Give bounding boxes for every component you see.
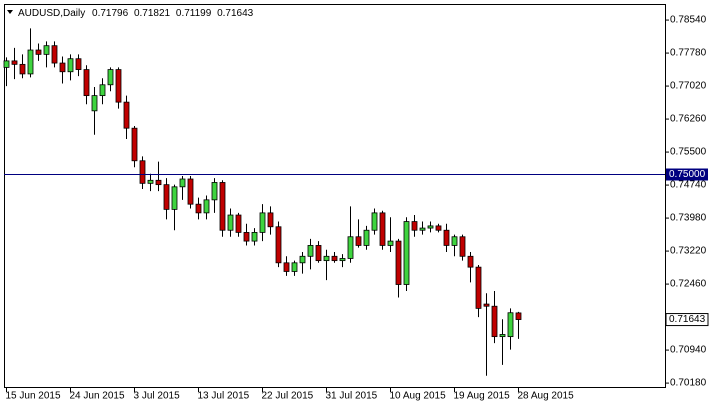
candle-body <box>107 69 114 86</box>
candle-body <box>387 240 394 246</box>
level-label: 0.75000 <box>669 169 706 180</box>
candle-body <box>123 101 130 129</box>
candle-body <box>435 225 442 231</box>
candle-body <box>35 49 42 55</box>
price-label: 0.71643 <box>669 314 706 325</box>
candle-body <box>403 221 410 285</box>
candle-body <box>187 178 194 205</box>
x-tick-label: 28 Aug 2015 <box>518 391 575 402</box>
candle-body <box>315 245 322 262</box>
candle-body <box>115 69 122 103</box>
x-tick-label: 24 Jun 2015 <box>70 391 125 402</box>
candle-body <box>3 60 10 68</box>
candle-body <box>467 255 474 268</box>
candle-body <box>371 212 378 231</box>
candle-body <box>83 69 90 97</box>
header-close: 0.71643 <box>217 8 254 19</box>
candle-body <box>227 214 234 231</box>
candle-body <box>219 182 226 231</box>
x-tick-label: 13 Jul 2015 <box>198 391 250 402</box>
x-tick-label: 22 Jul 2015 <box>262 391 314 402</box>
candle-body <box>323 255 330 262</box>
candle-body <box>267 212 274 228</box>
y-tick-label: 0.77780 <box>670 48 707 59</box>
candle-body <box>75 58 82 70</box>
candle-body <box>355 236 362 246</box>
candle-body <box>259 212 266 233</box>
candle-body <box>507 312 514 338</box>
chart-header: AUDUSD,Daily 0.71796 0.71821 0.71199 0.7… <box>18 8 254 19</box>
candle-body <box>419 227 426 231</box>
y-tick-label: 0.70180 <box>670 378 707 389</box>
candle-body <box>99 84 106 97</box>
candle-body <box>67 58 74 73</box>
candle-body <box>59 62 66 73</box>
candle-body <box>155 179 162 186</box>
x-tick-label: 10 Aug 2015 <box>390 391 447 402</box>
candle-body <box>195 203 202 214</box>
candle-body <box>307 245 314 257</box>
y-tick-label: 0.78540 <box>670 15 707 26</box>
symbol: AUDUSD,Daily <box>18 8 85 19</box>
candle-body <box>411 221 418 231</box>
y-tick-label: 0.73980 <box>670 213 707 224</box>
level-label-box <box>666 168 708 181</box>
header-high: 0.71821 <box>134 8 171 19</box>
candle-body <box>235 214 242 233</box>
candle-body <box>331 255 338 262</box>
candle-body <box>339 258 346 262</box>
header-icon <box>7 10 13 14</box>
y-tick-label: 0.75500 <box>670 147 707 158</box>
y-tick-label: 0.76260 <box>670 114 707 125</box>
candle-body <box>347 236 354 259</box>
candle-body <box>211 182 218 201</box>
candle-body <box>19 63 26 75</box>
candle-body <box>379 212 386 246</box>
y-tick-label: 0.73220 <box>670 246 707 257</box>
candle-body <box>475 266 482 309</box>
candle-body <box>483 303 490 307</box>
candle-body <box>51 45 58 64</box>
plot-frame <box>4 4 666 388</box>
candle-body <box>275 226 282 264</box>
candle-body <box>499 334 506 338</box>
price-label-box <box>665 313 709 327</box>
x-tick-label: 3 Jul 2015 <box>134 391 181 402</box>
candle-body <box>11 60 18 65</box>
candle-body <box>299 255 306 264</box>
y-tick-label: 0.77020 <box>670 81 707 92</box>
y-tick-label: 0.70940 <box>670 345 707 356</box>
candle-body <box>251 232 258 242</box>
candle-body <box>203 199 210 214</box>
candle-body <box>427 225 434 229</box>
candle-body <box>283 262 290 272</box>
candle-body <box>27 49 34 75</box>
candle-body <box>291 262 298 272</box>
y-tick-label: 0.74740 <box>670 180 707 191</box>
candle-body <box>443 229 450 246</box>
candle-body <box>363 229 370 246</box>
candle-body <box>451 236 458 246</box>
candle-body <box>395 240 402 285</box>
candle-body <box>147 179 154 184</box>
candle-body <box>459 236 466 257</box>
candle-body <box>139 160 146 184</box>
candle-body <box>179 178 186 188</box>
x-tick-label: 19 Aug 2015 <box>454 391 511 402</box>
candle-body <box>171 186 178 210</box>
y-tick-label: 0.72460 <box>670 279 707 290</box>
candle-body <box>491 305 498 338</box>
x-tick-label: 15 Jun 2015 <box>6 391 61 402</box>
header-open: 0.71796 <box>92 8 129 19</box>
candle-body <box>163 184 170 210</box>
candle-body <box>243 232 250 242</box>
candle-body <box>91 95 98 112</box>
candle-body <box>131 127 138 162</box>
header-low: 0.71199 <box>176 8 212 19</box>
x-tick-label: 31 Jul 2015 <box>326 391 378 402</box>
candle-body <box>515 312 522 320</box>
candle-body <box>43 45 50 55</box>
